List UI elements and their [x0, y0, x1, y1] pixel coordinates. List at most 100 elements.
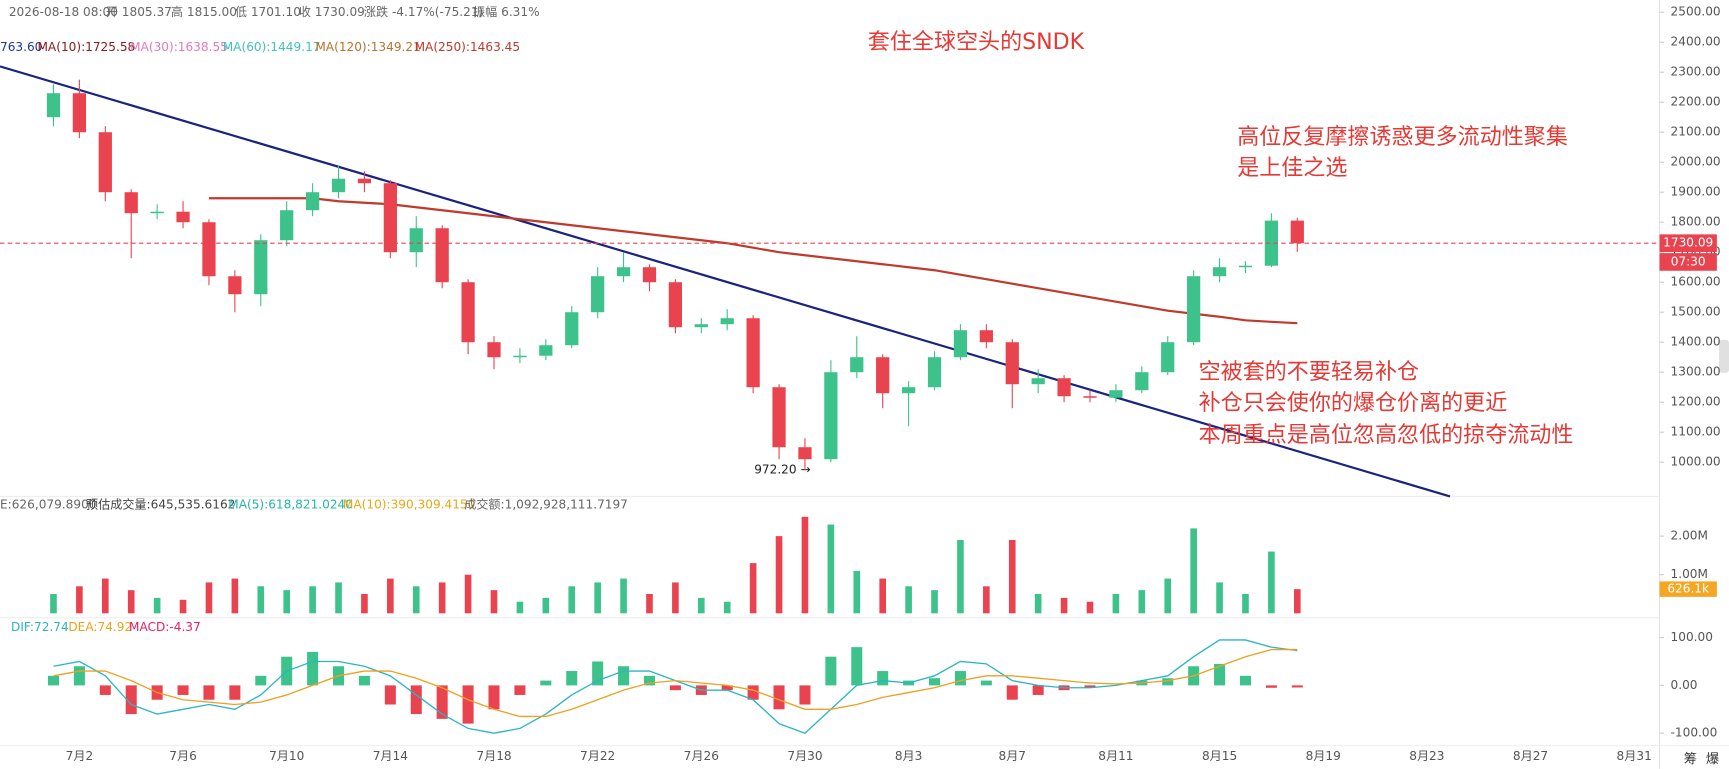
candle-body	[1212, 267, 1227, 277]
x-tick-label: 8月27	[1513, 749, 1548, 763]
volume-bar	[775, 536, 783, 614]
y-tick-label: 0.00	[1671, 678, 1698, 692]
volume-bar	[309, 586, 316, 614]
candle-body	[798, 447, 812, 460]
x-tick-label: 8月15	[1202, 749, 1237, 763]
candle-body	[876, 357, 890, 394]
macd-bar	[592, 661, 604, 686]
corner-label[interactable]: 爆	[1706, 751, 1719, 767]
candle-body	[487, 342, 501, 358]
macd-bar	[825, 656, 837, 686]
candle-body	[953, 330, 968, 358]
volume-bar	[1034, 594, 1042, 614]
macd-bar	[1265, 685, 1277, 688]
volume-bar	[490, 590, 498, 614]
candle-body	[1187, 276, 1201, 343]
x-tick-label: 7月2	[66, 749, 94, 763]
volume-bar	[568, 586, 576, 614]
macd-bar	[436, 685, 448, 719]
macd-bar	[1032, 685, 1044, 695]
volume-tag-label: 626.1k	[1667, 582, 1709, 596]
y-tick-label: 1600.00	[1671, 275, 1721, 289]
volume-bar	[1112, 594, 1120, 614]
macd-legend: DEA:74.92	[68, 620, 132, 634]
ma-legend: MA(60):1449.17	[223, 40, 321, 54]
header-item: 2026-08-18 08:00	[9, 5, 118, 19]
macd-legend: DIF:72.74	[11, 620, 69, 634]
volume-bar	[257, 586, 265, 614]
candle-body	[850, 357, 864, 373]
candle-body	[927, 357, 942, 388]
macd-line	[53, 648, 1298, 718]
x-tick-label: 7月14	[373, 749, 409, 763]
y-tick-label: 1500.00	[1671, 305, 1721, 319]
macd-bar	[462, 685, 474, 724]
volume-bar	[957, 539, 964, 614]
volume-bar	[464, 574, 472, 614]
macd-bar	[229, 685, 241, 700]
y-tick-label: 1.00M	[1671, 567, 1708, 581]
candle-body	[746, 318, 760, 388]
candle-body	[280, 210, 294, 241]
volume-bar	[1293, 589, 1301, 614]
macd-bar	[47, 675, 59, 686]
y-tick-label: 1100.00	[1671, 425, 1721, 439]
macd-bar	[799, 685, 811, 705]
volume-bar	[387, 578, 394, 614]
macd-bar	[643, 675, 655, 686]
ma-legend: MA(120):1349.21	[315, 40, 420, 54]
header-item: 低 1701.10	[235, 5, 301, 19]
volume-legend: E:626,079.8900	[0, 498, 96, 512]
y-tick-label: 2.00M	[1671, 529, 1708, 543]
candle-body	[694, 324, 708, 328]
scroll-handle[interactable]	[1719, 339, 1729, 373]
macd-bar	[203, 685, 215, 700]
volume-bar	[153, 597, 161, 614]
candle-body	[1109, 390, 1123, 398]
macd-bar	[669, 685, 681, 691]
volume-bar	[983, 586, 990, 614]
volume-legend: 成交额:1,092,928,111.7197	[464, 497, 628, 512]
annotation: 空被套的不要轻易补仓	[1199, 360, 1419, 385]
x-tick-label: 7月6	[169, 749, 197, 763]
candle-body	[1161, 342, 1175, 373]
volume-bar	[931, 590, 938, 614]
price-tag	[1659, 234, 1717, 253]
volume-legend: MA(10):390,309.4150	[343, 498, 475, 512]
volume-bar	[516, 601, 524, 614]
candle-body	[901, 387, 916, 394]
candle-body	[176, 211, 190, 223]
volume-bar	[205, 582, 213, 614]
volume-bar	[1216, 582, 1223, 614]
volume-legend: 预估成交量:645,535.6162	[86, 497, 235, 512]
volume-bar	[542, 597, 550, 614]
candle-body	[1057, 378, 1071, 397]
header-item: 涨跌 -4.17%(-75.21)	[364, 4, 483, 19]
ma-legend: 763.60	[0, 40, 42, 54]
x-tick-label: 7月26	[684, 749, 719, 763]
volume-bar	[620, 578, 627, 614]
y-tick-label: 2000.00	[1671, 155, 1721, 169]
x-tick-label: 8月23	[1409, 749, 1444, 763]
candle-body	[642, 267, 657, 283]
volume-bar	[594, 582, 601, 614]
candle-body	[435, 228, 449, 283]
volume-legend: MA(5):618,821.0240	[228, 498, 353, 512]
y-tick-label: 2100.00	[1671, 125, 1721, 139]
volume-bar	[697, 597, 705, 614]
ma-legend: MA(30):1638.55	[130, 40, 228, 54]
macd-bar	[1006, 685, 1018, 700]
countdown-label: 07:30	[1671, 254, 1706, 268]
x-tick-label: 7月22	[580, 749, 615, 763]
candle-body	[124, 192, 138, 214]
corner-label[interactable]: 筹	[1684, 750, 1697, 767]
annotation: 高位反复摩擦诱惑更多流动性聚集	[1237, 125, 1568, 150]
macd-bar	[929, 678, 941, 686]
y-tick-label: -100.00	[1671, 726, 1718, 740]
candle-body	[1031, 378, 1045, 385]
macd-bar	[618, 666, 630, 686]
candle-body	[150, 211, 164, 214]
candle-body	[1005, 342, 1019, 385]
candle-body	[46, 93, 61, 118]
